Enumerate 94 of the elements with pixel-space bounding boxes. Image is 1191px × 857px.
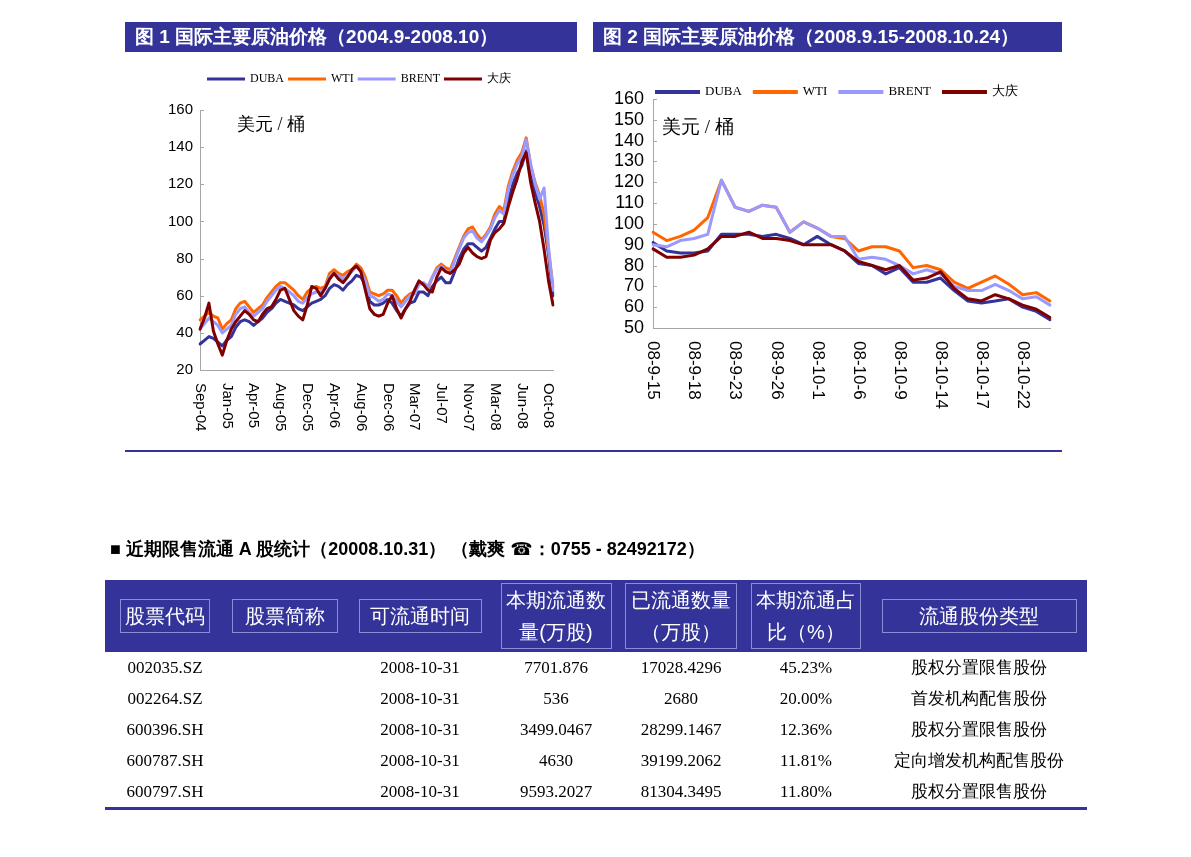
x-tick-label: Sep-04 — [192, 383, 210, 432]
x-tick-label: Oct-08 — [541, 383, 559, 429]
x-tick-label: 08-9-18 — [685, 341, 705, 400]
x-tick-label: Jan-05 — [219, 383, 237, 429]
y-tick-label: 150 — [613, 108, 644, 129]
text: 股权分置限售股份 — [911, 658, 1047, 677]
text: 2008-10-31 — [380, 751, 460, 770]
y-tick-label: 60 — [623, 296, 644, 317]
x-tick-label: 08-10-6 — [849, 341, 869, 400]
text: 20.00% — [779, 689, 833, 708]
x-tick-label: Mar-07 — [407, 383, 425, 431]
y-tick-label: 160 — [167, 100, 193, 118]
category-label: 股票代码 — [120, 599, 210, 633]
x-tick-label: Apr-06 — [326, 383, 344, 429]
category-label: 本期流通数量(万股) — [500, 583, 612, 649]
x-tick-label: Nov-07 — [460, 383, 478, 432]
text: 17028.4296 — [640, 658, 722, 677]
category-label: 流通股份类型 — [881, 599, 1077, 633]
x-tick-label: Aug-05 — [273, 383, 291, 432]
y-tick-label: 80 — [176, 248, 193, 266]
category-label: 股票简称 — [232, 599, 338, 633]
text: 45.23% — [779, 658, 833, 677]
text: 2008-10-31 — [380, 782, 460, 801]
text: 首发机构配售股份 — [911, 689, 1047, 708]
x-tick-label: 08-9-26 — [767, 341, 787, 400]
x-tick-label: 08-10-1 — [808, 341, 828, 400]
x-tick-label: Mar-08 — [487, 383, 505, 431]
text: 39199.2062 — [640, 751, 722, 770]
y-tick-label: 120 — [167, 174, 193, 192]
y-tick-label: 90 — [623, 233, 644, 254]
chart-title: 图 2 国际主要原油价格（2008.9.15-2008.10.24） — [593, 22, 1062, 52]
x-tick-label: Jun-08 — [514, 383, 532, 429]
y-tick-label: 50 — [623, 316, 644, 337]
y-tick-label: 100 — [167, 211, 193, 229]
text: 2008-10-31 — [380, 689, 460, 708]
legend-label: BRENT — [400, 71, 441, 86]
text: 2008-10-31 — [380, 720, 460, 739]
x-tick-label: Dec-06 — [380, 383, 398, 432]
text: 600787.SH — [126, 751, 204, 770]
x-tick-label: 08-9-23 — [726, 341, 746, 400]
category-label: 已流通数量（万股） — [625, 583, 737, 649]
y-tick-label: 60 — [176, 285, 193, 303]
y-axis-title: 美元 / 桶 — [662, 115, 734, 137]
y-tick-label: 70 — [623, 275, 644, 296]
y-tick-label: 110 — [615, 192, 644, 213]
y-tick-label: 20 — [176, 360, 193, 378]
x-tick-label: 08-9-15 — [644, 341, 664, 400]
legend-label: 大庆 — [486, 71, 511, 86]
x-tick-label: 08-10-17 — [972, 341, 992, 410]
text: 9593.2027 — [519, 782, 593, 801]
text: 股权分置限售股份 — [911, 720, 1047, 739]
text: 002264.SZ — [127, 689, 203, 708]
text: ■ 近期限售流通 A 股统计（20008.10.31） （戴爽 ☎：0755 - 82492172） — [110, 538, 705, 560]
category-label: 可流通时间 — [358, 599, 482, 633]
text: 7701.876 — [524, 658, 588, 677]
y-tick-label: 130 — [613, 150, 644, 171]
text: 600396.SH — [126, 720, 204, 739]
legend-label: BRENT — [888, 83, 932, 99]
y-tick-label: 100 — [613, 212, 644, 233]
text: 股权分置限售股份 — [911, 782, 1047, 801]
y-axis-title: 美元 / 桶 — [237, 113, 306, 134]
text: 4630 — [539, 751, 573, 770]
y-tick-label: 140 — [613, 129, 644, 150]
legend-label: DUBA — [250, 71, 285, 86]
y-tick-label: 120 — [613, 171, 644, 192]
text: 12.36% — [779, 720, 833, 739]
y-tick-label: 80 — [623, 254, 644, 275]
y-tick-label: 160 — [613, 87, 644, 108]
chart-title: 图 1 国际主要原油价格（2004.9-2008.10） — [125, 22, 577, 52]
text: 2680 — [664, 689, 698, 708]
text: 11.80% — [780, 782, 832, 801]
text: 11.81% — [780, 751, 832, 770]
legend-label: 大庆 — [991, 83, 1018, 99]
text: 2008-10-31 — [380, 658, 460, 677]
legend-label: WTI — [802, 83, 828, 99]
x-tick-label: 08-10-14 — [931, 341, 951, 410]
x-tick-label: Dec-05 — [300, 383, 318, 432]
x-tick-label: 08-10-22 — [1013, 341, 1033, 410]
text: 536 — [543, 689, 569, 708]
text: 002035.SZ — [127, 658, 203, 677]
category-label: 本期流通占比（%） — [751, 583, 861, 649]
legend-label: DUBA — [705, 83, 743, 99]
y-tick-label: 40 — [176, 323, 193, 340]
x-tick-label: Apr-05 — [246, 383, 264, 429]
x-tick-label: Aug-06 — [353, 383, 371, 432]
x-tick-label: 08-10-9 — [890, 341, 910, 400]
legend-label: WTI — [331, 71, 354, 86]
text: 28299.1467 — [640, 720, 722, 739]
text: 600797.SH — [126, 782, 204, 801]
text: 定向增发机构配售股份 — [894, 751, 1064, 770]
x-tick-label: Jul-07 — [434, 383, 452, 424]
text: 81304.3495 — [640, 782, 722, 801]
y-tick-label: 140 — [167, 137, 193, 155]
text: 3499.0467 — [519, 720, 593, 739]
